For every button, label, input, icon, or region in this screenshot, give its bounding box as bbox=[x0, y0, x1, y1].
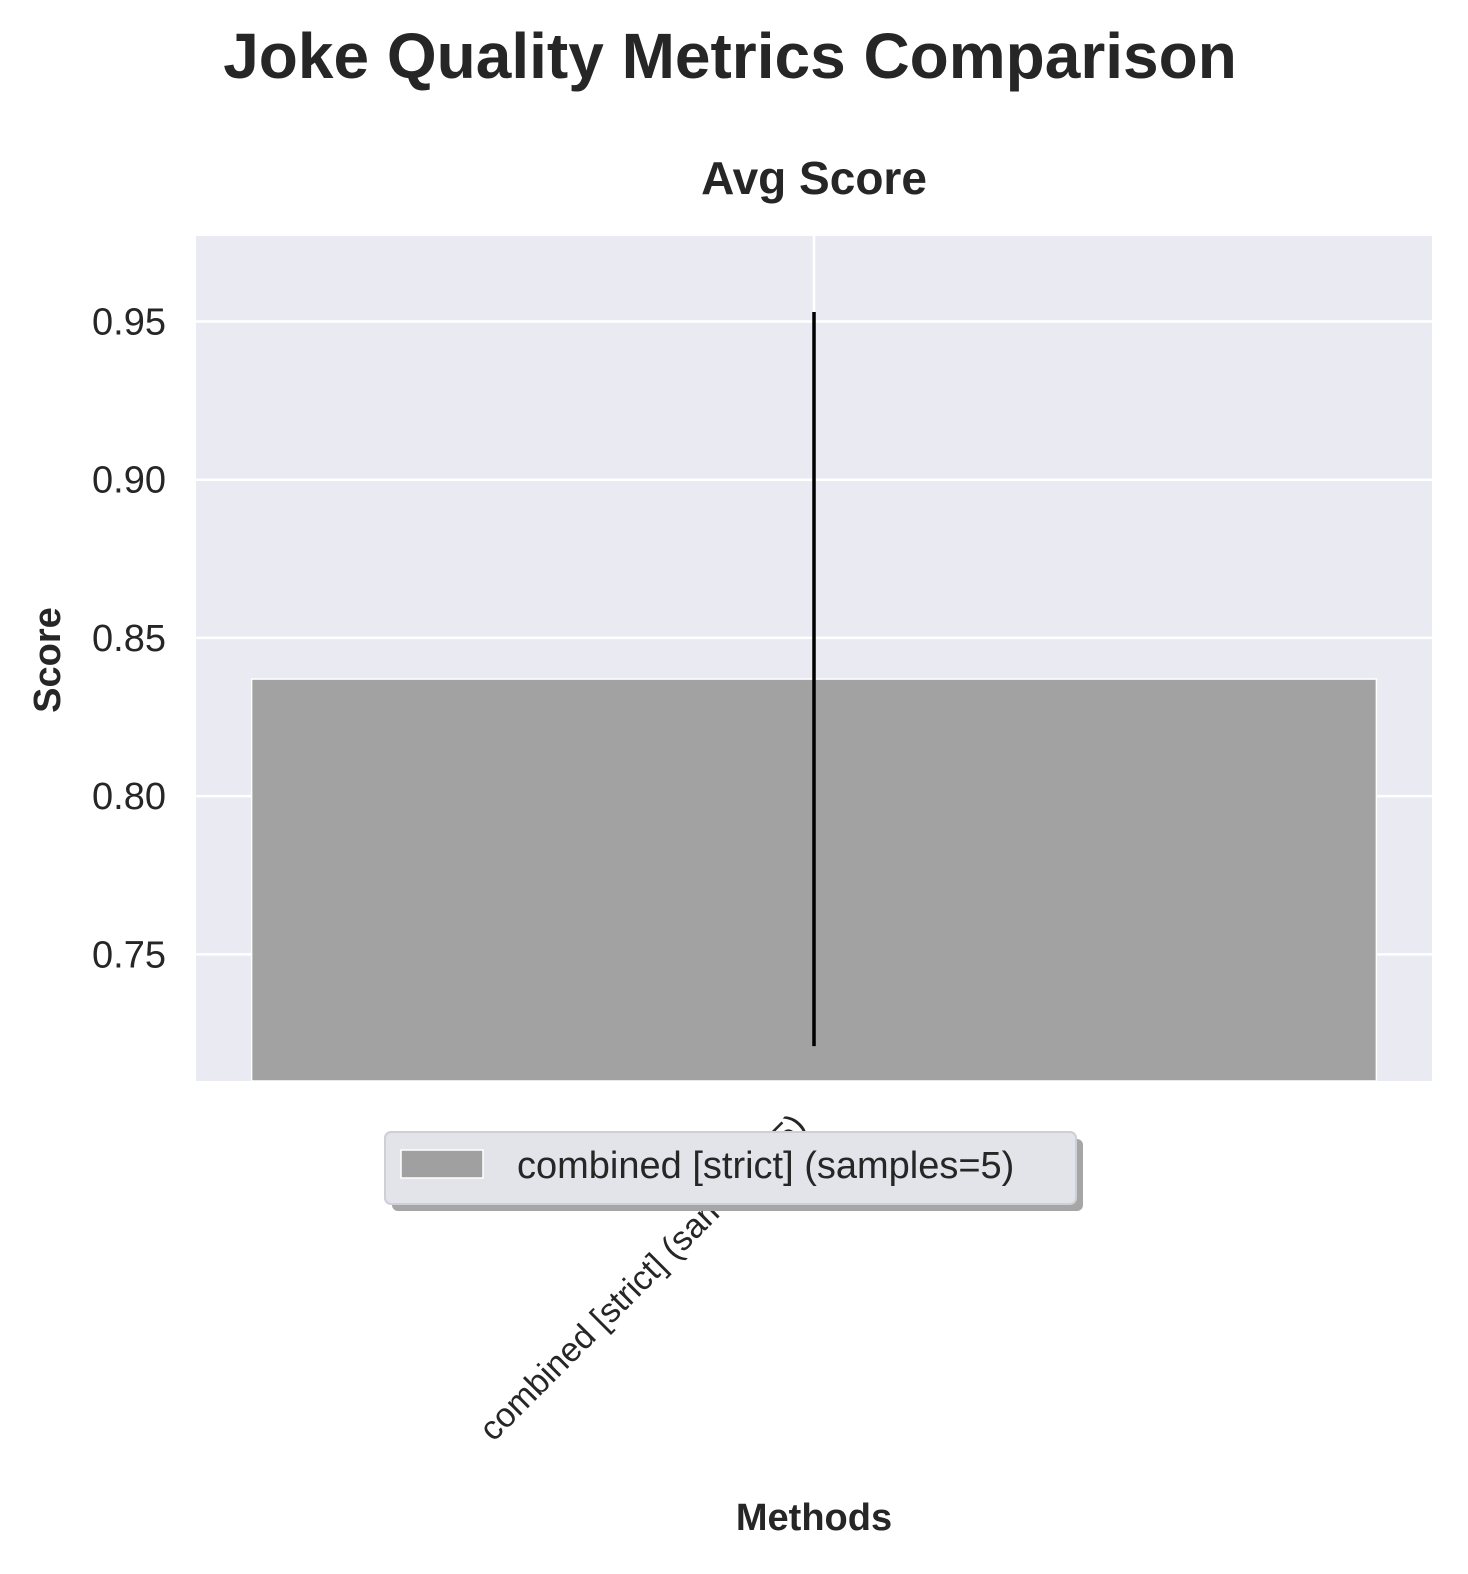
legend: combined [strict] (samples=5) bbox=[384, 1131, 1083, 1211]
chart-title: Joke Quality Metrics Comparison bbox=[223, 20, 1237, 92]
legend-label: combined [strict] (samples=5) bbox=[517, 1145, 1014, 1187]
y-axis-ticks: 0.75 0.80 0.85 0.90 0.95 bbox=[92, 301, 166, 976]
y-tick-label: 0.90 bbox=[92, 460, 166, 502]
y-tick-label: 0.85 bbox=[92, 618, 166, 660]
y-tick-label: 0.80 bbox=[92, 776, 166, 818]
legend-box bbox=[384, 1131, 1077, 1205]
y-tick-label: 0.95 bbox=[92, 301, 166, 343]
y-tick-label: 0.75 bbox=[92, 934, 166, 976]
x-axis-label: Methods bbox=[736, 1497, 892, 1539]
y-axis-label: Score bbox=[27, 607, 69, 713]
legend-swatch bbox=[400, 1149, 484, 1179]
subplot-title: Avg Score bbox=[701, 152, 927, 204]
